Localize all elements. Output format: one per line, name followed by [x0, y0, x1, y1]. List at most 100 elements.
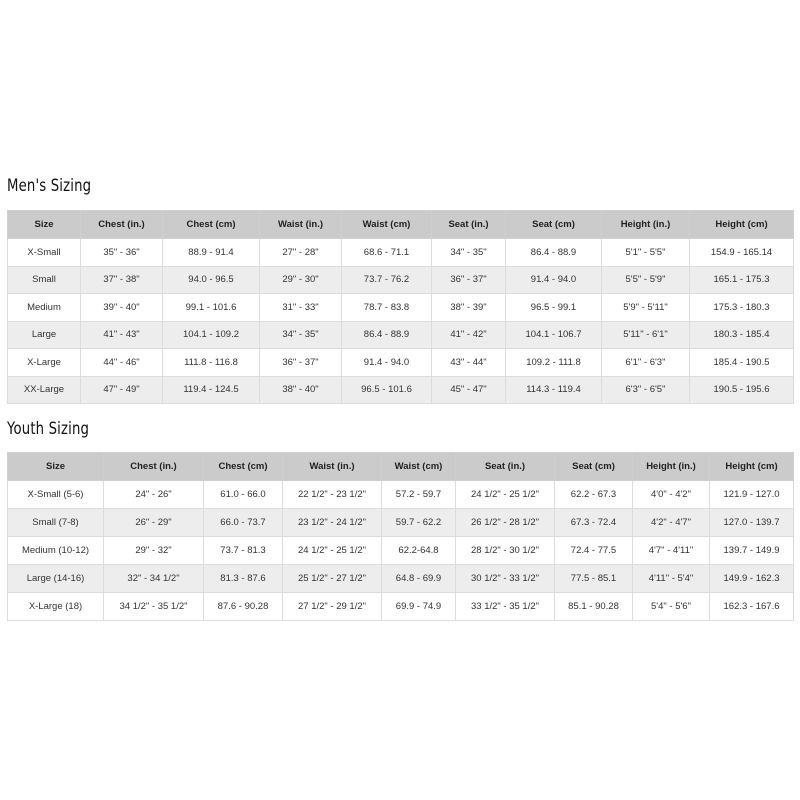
table-cell: 154.9 - 165.14: [689, 238, 794, 267]
size-cell: Small: [7, 265, 81, 294]
table-cell: 36" - 37": [259, 348, 342, 377]
table-row: X-Large 44" - 46" 111.8 - 116.8 36" - 37" 91…: [7, 348, 794, 377]
table-row: X-Small 35" - 36" 88.9 - 91.4 27" - 28" 68.6…: [7, 238, 794, 267]
table-cell: 67.3 - 72.4: [554, 508, 633, 537]
table-cell: 61.0 - 66.0: [203, 480, 283, 509]
table-cell: 72.4 - 77.5: [554, 536, 633, 565]
column-header: Waist (in.): [282, 452, 382, 481]
column-header: Seat (cm): [505, 210, 602, 239]
table-cell: 73.7 - 76.2: [341, 265, 432, 294]
header-row: Size Chest (in.) Chest (cm) Waist (in.) Wais…: [7, 210, 794, 239]
column-header: Waist (in.): [259, 210, 342, 239]
table-cell: 114.3 - 119.4: [505, 375, 602, 404]
table-cell: 62.2 - 67.3: [554, 480, 633, 509]
table-cell: 39" - 40": [80, 293, 163, 322]
column-header: Size: [7, 452, 104, 481]
table-cell: 41" - 42": [431, 320, 506, 349]
size-cell: Medium (10-12): [7, 536, 104, 565]
table-cell: 27" - 28": [259, 238, 342, 267]
table-cell: 47" - 49": [80, 375, 163, 404]
table-cell: 78.7 - 83.8: [341, 293, 432, 322]
table-cell: 41" - 43": [80, 320, 163, 349]
column-header: Seat (in.): [455, 452, 555, 481]
table-cell: 24" - 26": [103, 480, 204, 509]
column-header: Chest (in.): [80, 210, 163, 239]
table-cell: 68.6 - 71.1: [341, 238, 432, 267]
column-header: Waist (cm): [341, 210, 432, 239]
table-cell: 24 1/2" - 25 1/2": [282, 536, 382, 565]
table-cell: 26 1/2" - 28 1/2": [455, 508, 555, 537]
table-cell: 104.1 - 109.2: [162, 320, 260, 349]
table-cell: 87.6 - 90.28: [203, 592, 283, 621]
column-header: Chest (in.): [103, 452, 204, 481]
table-cell: 104.1 - 106.7: [505, 320, 602, 349]
table-cell: 91.4 - 94.0: [505, 265, 602, 294]
mens-sizing-table: Size Chest (in.) Chest (cm) Waist (in.) Wais…: [7, 210, 794, 404]
table-cell: 127.0 - 139.7: [709, 508, 794, 537]
table-cell: 38" - 40": [259, 375, 342, 404]
table-row: X-Large (18) 34 1/2" - 35 1/2" 87.6 - 90.2…: [7, 592, 794, 621]
table-cell: 43" - 44": [431, 348, 506, 377]
table-cell: 34 1/2" - 35 1/2": [103, 592, 204, 621]
table-cell: 23 1/2" - 24 1/2": [282, 508, 382, 537]
mens-sizing-title: Men's Sizing: [7, 176, 92, 196]
table-cell: 66.0 - 73.7: [203, 508, 283, 537]
table-cell: 29" - 32": [103, 536, 204, 565]
table-cell: 4'2" - 4'7": [632, 508, 710, 537]
youth-sizing-title: Youth Sizing: [7, 419, 90, 439]
column-header: Waist (cm): [381, 452, 456, 481]
table-cell: 4'0" - 4'2": [632, 480, 710, 509]
table-cell: 119.4 - 124.5: [162, 375, 260, 404]
column-header: Chest (cm): [203, 452, 283, 481]
table-cell: 73.7 - 81.3: [203, 536, 283, 565]
column-header: Height (in.): [601, 210, 690, 239]
table-cell: 180.3 - 185.4: [689, 320, 794, 349]
table-cell: 139.7 - 149.9: [709, 536, 794, 565]
table-cell: 37" - 38": [80, 265, 163, 294]
size-cell: Large (14-16): [7, 564, 104, 593]
table-cell: 5'4" - 5'6": [632, 592, 710, 621]
table-cell: 86.4 - 88.9: [341, 320, 432, 349]
table-row: XX-Large 47" - 49" 119.4 - 124.5 38" - 40" 9…: [7, 375, 794, 404]
table-cell: 31" - 33": [259, 293, 342, 322]
column-header: Seat (cm): [554, 452, 633, 481]
table-cell: 94.0 - 96.5: [162, 265, 260, 294]
table-cell: 4'7" - 4'11": [632, 536, 710, 565]
table-row: Large 41" - 43" 104.1 - 109.2 34" - 35" 86.4…: [7, 320, 794, 349]
header-row: Size Chest (in.) Chest (cm) Waist (in.) Wais…: [7, 452, 794, 481]
table-cell: 6'3" - 6'5": [601, 375, 690, 404]
size-cell: X-Large (18): [7, 592, 104, 621]
table-cell: 77.5 - 85.1: [554, 564, 633, 593]
youth-sizing-table: Size Chest (in.) Chest (cm) Waist (in.) Wais…: [7, 452, 794, 621]
table-cell: 175.3 - 180.3: [689, 293, 794, 322]
column-header: Height (cm): [689, 210, 794, 239]
table-cell: 109.2 - 111.8: [505, 348, 602, 377]
table-cell: 33 1/2" - 35 1/2": [455, 592, 555, 621]
table-cell: 69.9 - 74.9: [381, 592, 456, 621]
table-cell: 99.1 - 101.6: [162, 293, 260, 322]
table-cell: 149.9 - 162.3: [709, 564, 794, 593]
table-cell: 35" - 36": [80, 238, 163, 267]
table-cell: 29" - 30": [259, 265, 342, 294]
table-cell: 96.5 - 101.6: [341, 375, 432, 404]
table-cell: 24 1/2" - 25 1/2": [455, 480, 555, 509]
column-header: Chest (cm): [162, 210, 260, 239]
table-cell: 185.4 - 190.5: [689, 348, 794, 377]
table-cell: 165.1 - 175.3: [689, 265, 794, 294]
table-cell: 34" - 35": [431, 238, 506, 267]
table-cell: 32" - 34 1/2": [103, 564, 204, 593]
table-cell: 91.4 - 94.0: [341, 348, 432, 377]
size-cell: X-Small (5-6): [7, 480, 104, 509]
table-cell: 5'11" - 6'1": [601, 320, 690, 349]
table-cell: 44" - 46": [80, 348, 163, 377]
table-cell: 36" - 37": [431, 265, 506, 294]
column-header: Height (in.): [632, 452, 710, 481]
table-cell: 25 1/2" - 27 1/2": [282, 564, 382, 593]
table-cell: 30 1/2" - 33 1/2": [455, 564, 555, 593]
table-cell: 111.8 - 116.8: [162, 348, 260, 377]
table-cell: 28 1/2" - 30 1/2": [455, 536, 555, 565]
table-cell: 62.2-64.8: [381, 536, 456, 565]
size-cell: X-Large: [7, 348, 81, 377]
column-header: Height (cm): [709, 452, 794, 481]
table-cell: 5'1" - 5'5": [601, 238, 690, 267]
